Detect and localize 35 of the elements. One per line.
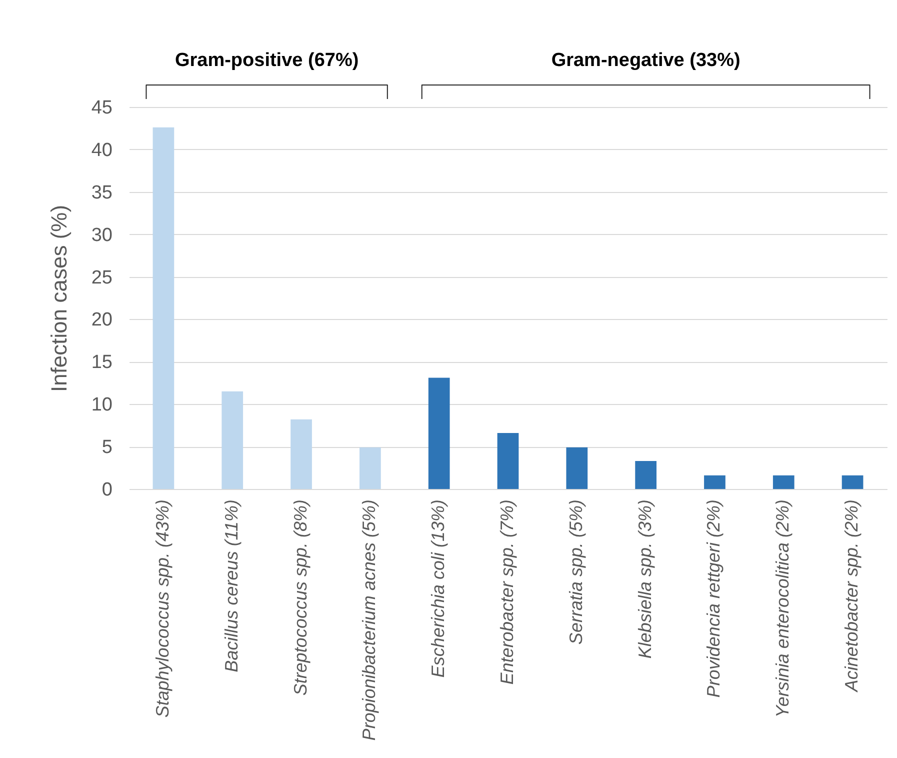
bar bbox=[704, 475, 726, 489]
text: Gram-positive (67%) bbox=[174, 50, 359, 71]
y-tick-label: 45 bbox=[91, 98, 112, 118]
y-tick-label: 25 bbox=[91, 267, 112, 288]
y-tick-label: 20 bbox=[91, 310, 112, 331]
y-tick-label: 35 bbox=[91, 182, 112, 204]
bar bbox=[842, 475, 864, 489]
text: Gram-negative (33%) bbox=[551, 50, 740, 71]
y-axis-title: Infection cases (%) bbox=[46, 204, 72, 392]
y-tick-label: 40 bbox=[91, 140, 112, 161]
x-tick-label: Enterobacter spp. (7%) bbox=[497, 500, 517, 685]
y-tick-label: 15 bbox=[91, 352, 112, 374]
x-tick-label: Escherichia coli (13%) bbox=[428, 500, 448, 678]
bar bbox=[772, 475, 794, 489]
x-tick-label: Serratia spp. (5%) bbox=[566, 500, 586, 645]
x-tick-label: Bacillus cereus (11%) bbox=[221, 500, 242, 672]
x-tick-label: Propionibacterium acnes (5%) bbox=[359, 500, 380, 741]
bar bbox=[497, 432, 519, 489]
x-tick-label: Providencia rettgeri (2%) bbox=[704, 500, 724, 698]
bar bbox=[152, 127, 174, 489]
y-tick-label: 0 bbox=[102, 480, 112, 500]
bar bbox=[635, 460, 656, 489]
x-tick-label: Staphylococcus spp. (43%) bbox=[152, 500, 172, 718]
x-tick-label: Streptococcus spp. (8%) bbox=[290, 500, 310, 696]
bar bbox=[360, 447, 381, 489]
bar bbox=[290, 419, 312, 489]
y-tick-label: 5 bbox=[102, 437, 112, 458]
x-tick-label: Acinetobacter spp. (2%) bbox=[842, 500, 862, 693]
x-tick-label: Yersinia enterocolitica (2%) bbox=[772, 500, 793, 718]
bar bbox=[428, 378, 450, 489]
bar bbox=[222, 391, 244, 489]
x-tick-label: Klebsiella spp. (3%) bbox=[634, 500, 655, 659]
y-tick-label: 30 bbox=[91, 224, 112, 246]
bar bbox=[566, 447, 588, 489]
y-tick-label: 10 bbox=[91, 394, 112, 416]
